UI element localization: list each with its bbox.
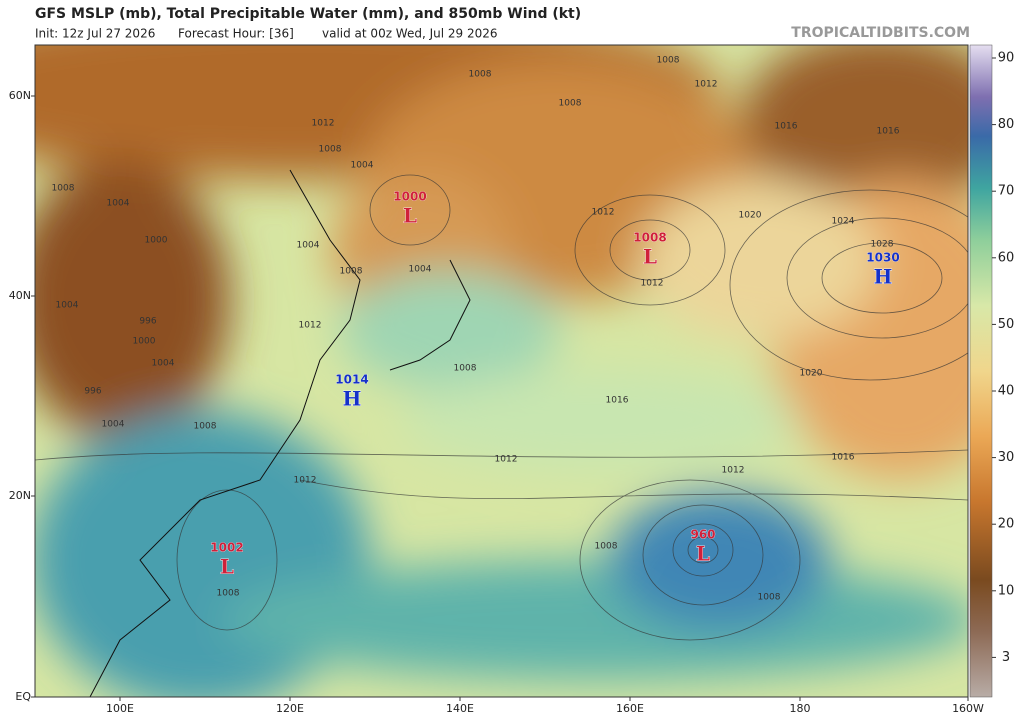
lon-label: 180 — [790, 702, 811, 715]
contour-label: 1008 — [595, 542, 618, 552]
lon-label: 160W — [952, 702, 984, 715]
contour-label: 1008 — [758, 593, 781, 603]
contour-label: 1012 — [695, 80, 718, 90]
contour-label: 1016 — [877, 127, 900, 137]
lat-label: EQ — [15, 690, 31, 703]
lon-label: 140E — [446, 702, 474, 715]
contour-label: 1008 — [194, 422, 217, 432]
colorbar-tick-label: 3 — [1002, 650, 1010, 665]
colorbar-tick-label: 90 — [998, 51, 1015, 66]
valid-time: valid at 00z Wed, Jul 29 2026 — [322, 27, 498, 41]
colorbar-tick-label: 80 — [998, 117, 1015, 132]
contour-label: 1012 — [495, 455, 518, 465]
contour-label: 1000 — [145, 236, 168, 246]
center-pressure: 1002 — [210, 541, 243, 555]
colorbar-tick-label: 10 — [998, 583, 1015, 598]
colorbar-tick-label: 50 — [998, 317, 1015, 332]
contour-label: 1012 — [722, 466, 745, 476]
center-letter: H — [343, 387, 362, 411]
contour-label: 1004 — [102, 420, 125, 430]
colorbar-tick-label: 40 — [998, 384, 1015, 399]
center-letter: L — [220, 555, 234, 579]
contour-label: 1008 — [319, 145, 342, 155]
center-pressure: 1000 — [393, 190, 426, 204]
lon-label: 120E — [276, 702, 304, 715]
contour-label: 1004 — [56, 301, 79, 311]
center-letter: L — [643, 245, 657, 269]
contour-label: 1012 — [312, 119, 335, 129]
lat-label: 60N — [9, 89, 31, 102]
contour-label: 1008 — [454, 364, 477, 374]
contour-label: 1012 — [294, 476, 317, 486]
contour-label: 1008 — [657, 56, 680, 66]
contour-label: 1008 — [469, 70, 492, 80]
lat-label: 20N — [9, 489, 31, 502]
lon-label: 100E — [106, 702, 134, 715]
contour-label: 1020 — [800, 369, 823, 379]
contour-label: 996 — [84, 387, 101, 397]
map-frame — [34, 44, 969, 698]
lon-label: 160E — [616, 702, 644, 715]
contour-label: 1016 — [606, 396, 629, 406]
contour-label: 1016 — [775, 122, 798, 132]
contour-label: 1004 — [297, 241, 320, 251]
contour-label: 1016 — [832, 453, 855, 463]
colorbar-tick-label: 60 — [998, 250, 1015, 265]
site-watermark: TROPICALTIDBITS.COM — [791, 25, 970, 41]
contour-label: 1008 — [52, 184, 75, 194]
contour-label: 1028 — [871, 240, 894, 250]
contour-label: 1024 — [832, 217, 855, 227]
contour-label: 1008 — [217, 589, 240, 599]
contour-label: 1020 — [739, 211, 762, 221]
forecast-hour: Forecast Hour: [36] — [178, 27, 294, 41]
contour-label: 1000 — [133, 337, 156, 347]
contour-label: 1004 — [107, 199, 130, 209]
colorbar-tick-label: 30 — [998, 450, 1015, 465]
center-letter: L — [403, 204, 417, 228]
center-pressure: 1030 — [866, 251, 899, 265]
contour-label: 1008 — [559, 99, 582, 109]
colorbar-tick-label: 20 — [998, 517, 1015, 532]
center-pressure: 1008 — [633, 231, 666, 245]
center-letter: H — [874, 265, 893, 289]
center-letter: L — [696, 542, 710, 566]
contour-label: 1004 — [152, 359, 175, 369]
contour-label: 1012 — [299, 321, 322, 331]
colorbar — [969, 44, 993, 698]
contour-label: 1012 — [592, 208, 615, 218]
init-time: Init: 12z Jul 27 2026 — [35, 27, 155, 41]
lat-label: 40N — [9, 289, 31, 302]
contour-label: 1012 — [641, 279, 664, 289]
contour-label: 1004 — [409, 265, 432, 275]
contour-label: 1008 — [340, 267, 363, 277]
colorbar-tick-label: 70 — [998, 184, 1015, 199]
center-pressure: 960 — [690, 528, 715, 542]
contour-label: 996 — [139, 317, 156, 327]
title: GFS MSLP (mb), Total Precipitable Water … — [35, 6, 581, 22]
center-pressure: 1014 — [335, 373, 368, 387]
contour-label: 1004 — [351, 161, 374, 171]
